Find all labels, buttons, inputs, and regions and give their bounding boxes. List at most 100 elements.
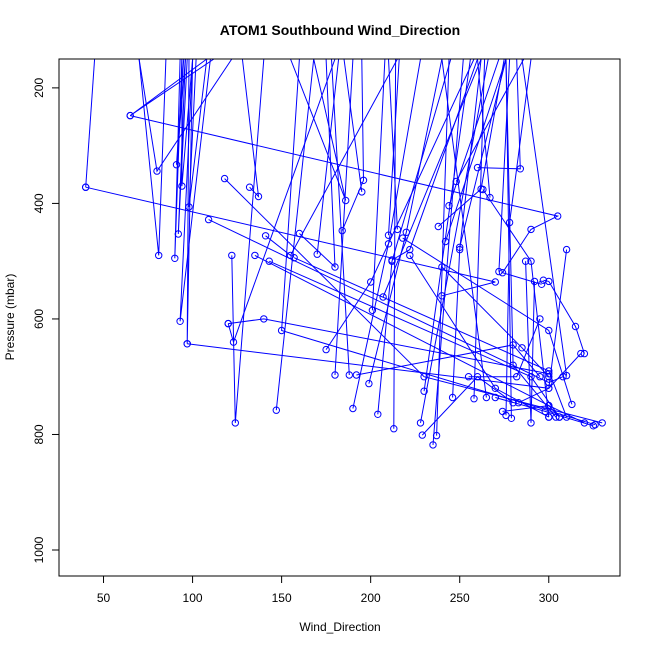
- series-line-39: [393, 59, 400, 429]
- data-point-61-2: [589, 422, 597, 430]
- data-point-67-0: [521, 257, 530, 265]
- series-line-22: [275, 59, 347, 411]
- data-point-15-2: [598, 419, 606, 427]
- data-point-44-2: [509, 399, 517, 407]
- data-point-49-0: [438, 263, 446, 271]
- y-axis-label: Pressure (mbar): [3, 274, 17, 361]
- data-point-70-1: [509, 361, 517, 369]
- data-point-21-1: [527, 373, 535, 381]
- data-point-49-1: [518, 344, 526, 352]
- data-point-31-2: [536, 373, 544, 381]
- x-tick-label-50: 50: [97, 591, 111, 605]
- data-point-23-2: [562, 413, 571, 421]
- data-point-42-0: [406, 251, 414, 260]
- data-point-69-2: [224, 319, 232, 328]
- data-point-23-0: [290, 254, 298, 262]
- y-tick-label-600: 600: [32, 309, 46, 329]
- data-point-48-0: [434, 222, 442, 231]
- series-line-45: [423, 59, 492, 392]
- data-point-55-2: [536, 315, 544, 323]
- data-point-15-0: [220, 174, 229, 183]
- data-point-36-0: [379, 293, 387, 301]
- series-line-27: [334, 59, 425, 376]
- data-point-63-2: [555, 413, 564, 421]
- data-point-51-0: [445, 202, 453, 210]
- data-point-2-1: [554, 212, 562, 220]
- x-tick-label-200: 200: [361, 591, 381, 605]
- data-point-29-0: [345, 371, 353, 379]
- series-line-68: [543, 279, 585, 354]
- data-point-18-1: [254, 192, 263, 201]
- data-point-13-0: [183, 340, 191, 348]
- data-point-25-0: [313, 250, 321, 258]
- data-point-49-2: [545, 373, 553, 381]
- data-point-52-0: [448, 393, 457, 402]
- series-line-3: [85, 186, 496, 297]
- series-line-38: [391, 59, 478, 261]
- data-point-67-2: [530, 277, 539, 286]
- series-line-46: [432, 59, 506, 445]
- series-line-54: [459, 59, 507, 248]
- data-point-69-1: [260, 315, 268, 323]
- data-point-13-2: [577, 349, 585, 358]
- series-line-20: [265, 59, 398, 257]
- data-point-46-0: [429, 441, 437, 449]
- data-point-65-0: [507, 414, 516, 422]
- data-point-55-1: [513, 373, 521, 381]
- data-point-27-0: [331, 371, 339, 379]
- series-line-25: [316, 59, 362, 255]
- data-point-69-0: [545, 370, 553, 378]
- series-line-50: [445, 59, 549, 242]
- data-point-50-0: [441, 237, 450, 246]
- series-line-61: [495, 397, 594, 427]
- data-point-43-0: [416, 419, 425, 427]
- data-point-24-1: [331, 263, 339, 271]
- data-point-62-0: [495, 267, 503, 276]
- point-group: [82, 111, 606, 449]
- data-point-39-0: [390, 425, 398, 433]
- data-point-54-0: [456, 243, 464, 252]
- data-point-44-0: [418, 431, 426, 439]
- series-line-7: [177, 59, 188, 235]
- data-point-3-2: [438, 292, 446, 300]
- series-line-36: [382, 59, 514, 298]
- data-point-31-1: [509, 341, 517, 349]
- data-point-17-1: [231, 419, 240, 427]
- series-line-11: [188, 59, 208, 207]
- data-point-71-0: [562, 371, 571, 380]
- series-line-72: [281, 59, 596, 426]
- data-point-52-1: [456, 245, 464, 254]
- data-point-38-0: [388, 256, 396, 264]
- data-point-64-1: [505, 218, 514, 227]
- series-line-32: [343, 59, 371, 192]
- x-axis: 50 100 150 200 250 300: [97, 575, 559, 605]
- data-point-19-2: [580, 419, 589, 427]
- series-line-30: [352, 59, 421, 409]
- trace-group: [85, 59, 603, 445]
- series-line-58: [482, 189, 550, 418]
- series-line-14: [208, 219, 564, 384]
- data-point-22-2: [342, 196, 350, 205]
- x-tick-label-150: 150: [272, 591, 292, 605]
- data-point-20-1: [286, 251, 295, 260]
- data-point-68-2: [571, 322, 580, 331]
- data-point-41-1: [545, 326, 553, 335]
- series-line-24: [299, 59, 336, 269]
- data-point-17-0: [228, 251, 236, 260]
- series-line-28: [341, 59, 365, 231]
- data-point-31-0: [352, 371, 361, 379]
- data-point-58-1: [527, 257, 535, 265]
- chart-title: ATOM1 Southbound Wind_Direction: [220, 22, 460, 38]
- data-point-35-0: [374, 410, 382, 418]
- data-point-40-0: [393, 225, 402, 234]
- data-point-70-0: [552, 413, 560, 421]
- series-line-37: [388, 59, 400, 236]
- data-point-30-1: [384, 240, 393, 248]
- data-point-32-0: [358, 188, 366, 196]
- data-point-6-1: [172, 161, 181, 169]
- data-point-58-2: [545, 413, 553, 421]
- series-line-8: [174, 59, 183, 259]
- data-point-41-0: [399, 234, 407, 242]
- series-line-34: [371, 59, 425, 311]
- x-tick-label-300: 300: [539, 591, 559, 605]
